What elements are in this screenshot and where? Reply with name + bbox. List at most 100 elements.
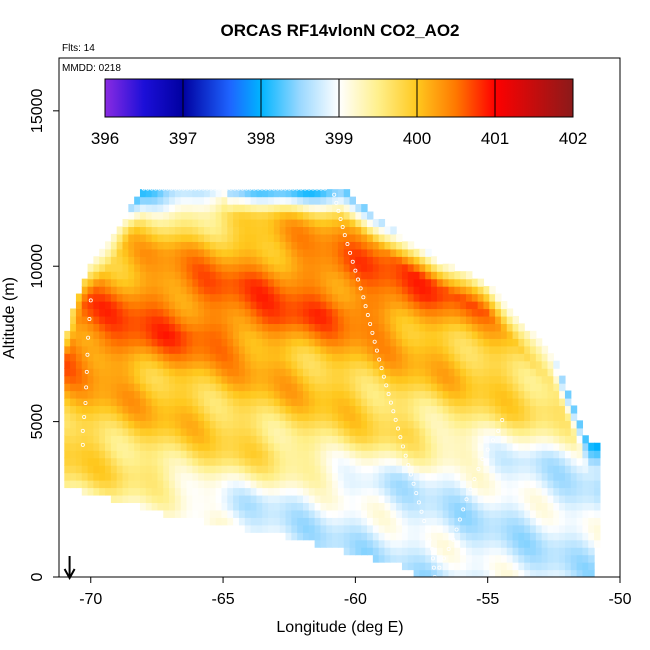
field-cell xyxy=(192,241,199,250)
field-cell xyxy=(256,487,263,496)
field-cell xyxy=(401,271,409,280)
field-cell xyxy=(448,442,455,451)
field-cell xyxy=(512,524,519,533)
field-cell xyxy=(419,532,426,541)
field-cell xyxy=(268,524,275,533)
field-cell xyxy=(337,412,345,421)
field-cell xyxy=(477,532,485,541)
field-cell xyxy=(233,196,240,205)
field-cell xyxy=(198,375,205,384)
field-cell xyxy=(367,330,374,339)
field-cell xyxy=(332,218,339,228)
field-cell xyxy=(87,263,94,272)
field-cell xyxy=(372,248,380,257)
field-cell xyxy=(489,480,496,489)
field-cell xyxy=(285,263,292,272)
field-cell xyxy=(477,278,485,287)
field-cell xyxy=(454,286,461,295)
field-cell xyxy=(308,226,316,235)
field-cell xyxy=(105,435,112,444)
field-cell xyxy=(530,457,537,466)
field-cell xyxy=(244,271,252,280)
field-cell xyxy=(419,427,426,436)
field-cell xyxy=(384,435,391,444)
field-cell xyxy=(378,435,386,444)
field-cell xyxy=(221,293,228,302)
field-cell xyxy=(343,524,351,533)
field-cell xyxy=(530,397,537,407)
field-cell xyxy=(465,509,473,518)
field-cell xyxy=(337,457,345,466)
field-cell xyxy=(163,427,170,436)
field-cell xyxy=(227,494,234,504)
field-cell xyxy=(332,450,339,459)
field-cell xyxy=(64,368,71,377)
field-cell xyxy=(64,330,71,339)
field-cell xyxy=(541,435,549,444)
field-cell xyxy=(378,442,386,451)
field-cell xyxy=(512,532,519,541)
field-cell xyxy=(163,330,170,339)
field-cell xyxy=(209,196,217,205)
field-cell xyxy=(110,360,118,369)
field-cell xyxy=(564,405,572,414)
field-cell xyxy=(436,278,444,287)
field-cell xyxy=(506,323,514,332)
field-cell xyxy=(169,286,176,295)
field-cell xyxy=(413,353,421,362)
field-cell xyxy=(512,353,519,362)
field-cell xyxy=(355,442,362,451)
field-cell xyxy=(332,226,339,235)
field-cell xyxy=(209,308,217,317)
field-cell xyxy=(320,263,327,272)
field-cell xyxy=(320,323,327,332)
field-cell xyxy=(337,218,345,228)
field-cell xyxy=(250,368,258,377)
field-cell xyxy=(302,517,310,526)
field-cell xyxy=(151,189,159,198)
field-cell xyxy=(471,345,479,354)
field-cell xyxy=(250,293,258,302)
track-point xyxy=(416,500,421,505)
field-cell xyxy=(180,457,188,466)
track-point xyxy=(340,225,345,230)
field-cell xyxy=(308,353,316,362)
field-cell xyxy=(145,301,153,310)
field-cell xyxy=(221,338,228,347)
field-cell xyxy=(314,397,322,407)
field-cell xyxy=(489,435,496,444)
field-cell xyxy=(256,375,263,384)
field-cell xyxy=(105,450,112,459)
field-cell xyxy=(174,487,182,496)
field-cell xyxy=(541,345,549,354)
field-cell xyxy=(105,256,112,265)
field-cell xyxy=(320,494,327,504)
field-cell xyxy=(279,457,287,466)
field-cell xyxy=(343,368,351,377)
field-cell xyxy=(396,338,403,347)
field-cell xyxy=(553,539,560,548)
field-cell xyxy=(460,286,467,295)
field-cell xyxy=(332,405,339,414)
field-cell xyxy=(75,435,83,444)
field-cell xyxy=(128,472,135,481)
field-cell xyxy=(454,427,461,436)
field-cell xyxy=(337,517,345,526)
field-cell xyxy=(460,554,467,563)
field-cell xyxy=(320,383,327,392)
field-cell xyxy=(483,397,490,407)
field-cell xyxy=(250,494,258,504)
field-cell xyxy=(332,509,339,518)
field-cell xyxy=(186,383,193,392)
field-cell xyxy=(372,263,380,272)
field-cell xyxy=(70,457,77,466)
colorbar: 396 397 398 399 400 401 402 xyxy=(91,78,587,148)
field-cell xyxy=(87,420,94,429)
field-cell xyxy=(215,450,223,459)
field-cell xyxy=(570,547,578,556)
field-cell xyxy=(337,420,345,429)
field-cell xyxy=(250,233,258,242)
field-cell xyxy=(530,368,537,377)
field-cell xyxy=(204,517,211,526)
field-cell xyxy=(436,524,444,533)
